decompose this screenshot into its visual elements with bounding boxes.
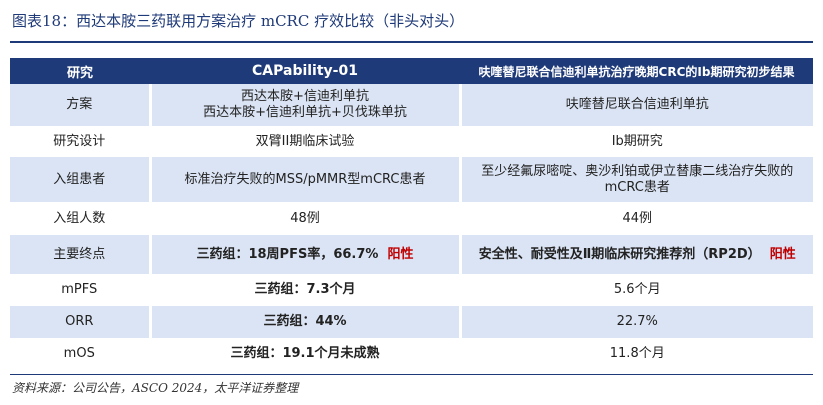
fru-endpoint-text: 安全性、耐受性及Ⅱ期临床研究推荐剂（RP2D） — [478, 246, 761, 262]
cap-patients: 标准治疗失败的MSS/pMMR型mCRC患者 — [148, 157, 462, 202]
row-label: 研究设计 — [10, 126, 150, 157]
fru-patients: 至少经氟尿嘧啶、奥沙利铂或伊立替康二线治疗失败的 mCRC患者 — [460, 157, 813, 202]
header-capability: CAPability-01 — [150, 58, 460, 84]
cap-mpfs: 三药组：7.3个月 — [148, 274, 462, 306]
cap-endpoint: 三药组：18周PFS率，66.7% 阳性 — [148, 235, 462, 274]
row-label: 方案 — [10, 84, 150, 126]
fru-patients-line1: 至少经氟尿嘧啶、奥沙利铂或伊立替康二线治疗失败的 — [481, 163, 794, 179]
row-design: 研究设计 双臂II期临床试验 Ib期研究 — [10, 126, 813, 157]
fru-count: 44例 — [460, 202, 813, 235]
comparison-table: 研究 CAPability-01 呋喹替尼联合信迪利单抗治疗晚期CRC的Ib期研… — [10, 58, 813, 370]
caption-divider — [10, 41, 813, 43]
row-label: mOS — [10, 338, 150, 370]
cap-mos: 三药组：19.1个月未成熟 — [148, 338, 462, 370]
cap-plan-line2: 西达本胺+信迪利单抗+贝伐珠单抗 — [203, 105, 407, 120]
cap-design: 双臂II期临床试验 — [148, 126, 462, 157]
fru-endpoint: 安全性、耐受性及Ⅱ期临床研究推荐剂（RP2D） 阳性 — [460, 235, 813, 274]
row-label: 入组患者 — [10, 157, 150, 202]
cap-endpoint-text: 三药组：18周PFS率，66.7% — [196, 246, 379, 262]
row-mos: mOS 三药组：19.1个月未成熟 11.8个月 — [10, 338, 813, 370]
table-header-row: 研究 CAPability-01 呋喹替尼联合信迪利单抗治疗晚期CRC的Ib期研… — [10, 58, 813, 84]
fru-positive-badge: 阳性 — [769, 246, 796, 262]
row-label: mPFS — [10, 274, 150, 306]
fru-mpfs: 5.6个月 — [460, 274, 813, 306]
fru-mos: 11.8个月 — [460, 338, 813, 370]
source-note: 资料来源：公司公告，ASCO 2024，太平洋证券整理 — [12, 381, 299, 395]
row-plan: 方案 西达本胺+信迪利单抗 西达本胺+信迪利单抗+贝伐珠单抗 呋喹替尼联合信迪利… — [10, 84, 813, 126]
row-mpfs: mPFS 三药组：7.3个月 5.6个月 — [10, 274, 813, 306]
cap-plan: 西达本胺+信迪利单抗 西达本胺+信迪利单抗+贝伐珠单抗 — [148, 84, 462, 126]
fru-patients-line2: mCRC患者 — [604, 179, 670, 195]
header-study: 研究 — [10, 58, 150, 84]
row-label: ORR — [10, 306, 150, 338]
cap-plan-line1: 西达本胺+信迪利单抗 — [241, 89, 369, 104]
figure-caption: 图表18：西达本胺三药联用方案治疗 mCRC 疗效比较（非头对头） — [12, 12, 465, 30]
fru-plan: 呋喹替尼联合信迪利单抗 — [460, 84, 813, 126]
fru-design: Ib期研究 — [460, 126, 813, 157]
cap-orr: 三药组：44% — [148, 306, 462, 338]
cap-count: 48例 — [148, 202, 462, 235]
header-fruquintinib: 呋喹替尼联合信迪利单抗治疗晚期CRC的Ib期研究初步结果 — [460, 58, 813, 84]
row-count: 入组人数 48例 44例 — [10, 202, 813, 235]
row-label: 主要终点 — [10, 235, 150, 274]
source-divider — [10, 374, 813, 375]
row-orr: ORR 三药组：44% 22.7% — [10, 306, 813, 338]
row-patients: 入组患者 标准治疗失败的MSS/pMMR型mCRC患者 至少经氟尿嘧啶、奥沙利铂… — [10, 157, 813, 202]
cap-positive-badge: 阳性 — [387, 246, 414, 262]
row-endpoint: 主要终点 三药组：18周PFS率，66.7% 阳性 安全性、耐受性及Ⅱ期临床研究… — [10, 235, 813, 274]
row-label: 入组人数 — [10, 202, 150, 235]
fru-orr: 22.7% — [460, 306, 813, 338]
